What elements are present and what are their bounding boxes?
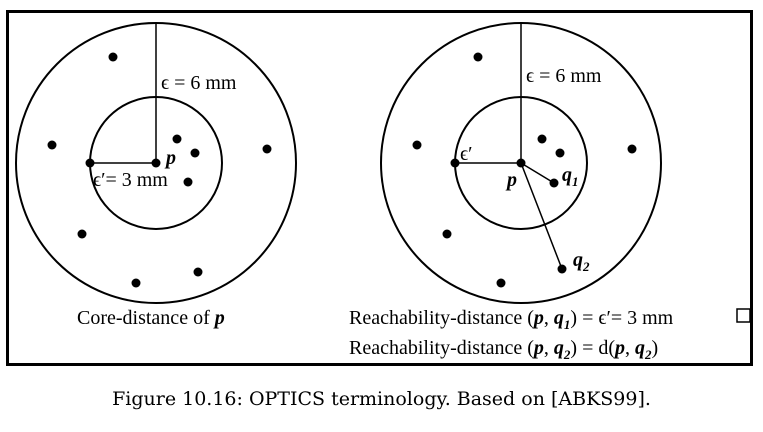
rd2-prefix: Reachability-distance ( xyxy=(349,337,534,359)
left-p-label: p xyxy=(164,147,176,169)
rd2-sub: 2 xyxy=(563,347,571,362)
left-point xyxy=(77,229,87,239)
left-eps-label: ϵ = 6 mm xyxy=(161,72,237,94)
right-q2-subscript: 2 xyxy=(582,259,590,274)
rd1-q: q xyxy=(554,307,564,329)
left-eps-prime-label: ϵ′= 3 mm xyxy=(93,169,168,191)
right-p-q2-line xyxy=(520,162,563,270)
right-q1-label: q1 xyxy=(562,164,579,189)
rd2-comma2: , xyxy=(625,337,635,359)
right-q2-letter: q xyxy=(573,249,583,271)
right-panel: ϵ = 6 mm ϵ′ p q1 q2 Reachability-distanc… xyxy=(349,22,751,362)
left-point xyxy=(108,52,118,62)
right-point xyxy=(473,52,483,62)
left-point xyxy=(193,267,203,277)
right-caption-line1: Reachability-distance (p, q1) = ϵ′= 3 mm xyxy=(349,307,674,332)
rd2-q: q xyxy=(554,337,564,359)
left-caption-var: p xyxy=(213,307,225,329)
right-p-q1-line xyxy=(520,162,555,184)
rd1-sub: 1 xyxy=(564,317,571,332)
right-caption-line2: Reachability-distance (p, q2) = d(p, q2) xyxy=(349,337,658,362)
right-point xyxy=(496,278,506,288)
right-q1-letter: q xyxy=(562,164,572,186)
rd1-suffix: ) = ϵ′= 3 mm xyxy=(570,307,673,329)
right-point-eps-prime-end xyxy=(450,158,460,168)
right-point xyxy=(555,148,565,158)
left-point-p xyxy=(151,158,161,168)
left-panel: ϵ = 6 mm p ϵ′= 3 mm Core-distance of p xyxy=(15,22,297,329)
rd1-p: p xyxy=(532,307,544,329)
rd2-p2: p xyxy=(613,337,625,359)
rd2-comma: , xyxy=(544,337,554,359)
left-caption-text: Core-distance of xyxy=(77,307,215,329)
right-point-q2 xyxy=(557,264,567,274)
right-p-label: p xyxy=(505,169,517,191)
rd2-mid: ) = d( xyxy=(570,337,615,359)
right-eps-label: ϵ = 6 mm xyxy=(526,65,602,87)
right-point xyxy=(537,134,547,144)
left-point xyxy=(131,278,141,288)
figure-frame xyxy=(6,10,753,366)
rd2-q2: q xyxy=(635,337,645,359)
right-point-q1 xyxy=(549,178,559,188)
figure-caption: Figure 10.16: OPTICS terminology. Based … xyxy=(112,388,651,410)
rd2-suffix: ) xyxy=(652,337,659,359)
left-point-eps-prime-end xyxy=(85,158,95,168)
left-point xyxy=(47,140,57,150)
right-point xyxy=(442,229,452,239)
right-point-p xyxy=(516,158,526,168)
right-point xyxy=(627,144,637,154)
rd2-p: p xyxy=(532,337,544,359)
rd1-comma: , xyxy=(544,307,554,329)
right-point xyxy=(412,140,422,150)
right-q1-subscript: 1 xyxy=(572,174,579,189)
rd1-prefix: Reachability-distance ( xyxy=(349,307,534,329)
left-point xyxy=(172,134,182,144)
left-caption: Core-distance of p xyxy=(77,307,225,329)
rd2-sub2: 2 xyxy=(644,347,652,362)
end-of-proof-box xyxy=(736,308,751,323)
left-point xyxy=(183,177,193,187)
left-point xyxy=(262,144,272,154)
right-eps-prime-label: ϵ′ xyxy=(460,143,472,165)
right-q2-label: q2 xyxy=(573,249,590,274)
left-point xyxy=(190,148,200,158)
